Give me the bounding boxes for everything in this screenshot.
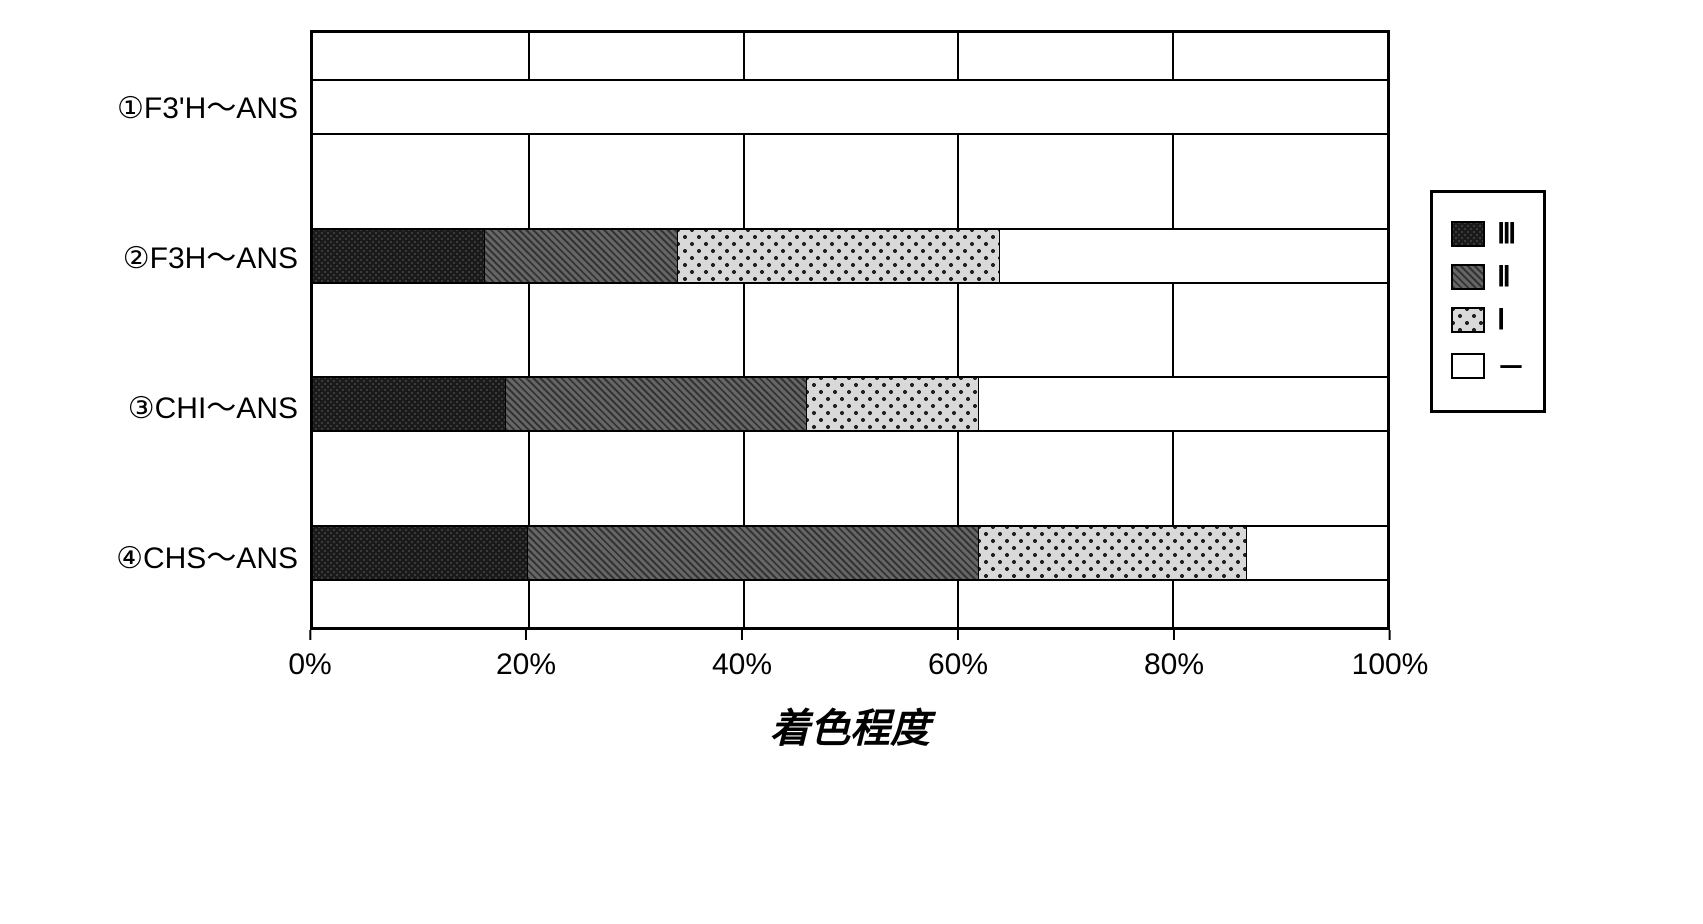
bar-segment-II (528, 527, 979, 579)
bar-segment-I (979, 527, 1248, 579)
x-tick: 40% (712, 630, 772, 682)
x-tick-label: 0% (288, 648, 331, 682)
x-tick-label: 80% (1144, 648, 1204, 682)
x-axis-title: 着色程度 (310, 696, 1390, 754)
bar-segment-dash (979, 378, 1387, 430)
legend: Ⅲ Ⅱ Ⅰ － (1430, 190, 1546, 413)
x-tick-label: 40% (712, 648, 772, 682)
legend-swatch (1451, 221, 1485, 247)
legend-swatch (1451, 264, 1485, 290)
x-tick-mark (957, 630, 959, 640)
x-tick-mark (1173, 630, 1175, 640)
x-tick-mark (1389, 630, 1391, 640)
bar-slot (313, 376, 1387, 432)
legend-label: Ⅲ (1497, 217, 1516, 250)
bar-segment-III (313, 527, 528, 579)
chart-main: ①F3'H～ANS ②F3H～ANS ③CHI～ANS ④CHS～ANS 0% 20% 4… (30, 30, 1390, 754)
chart-container: ①F3'H～ANS ②F3H～ANS ③CHI～ANS ④CHS～ANS 0% 20% 4… (20, 20, 1683, 764)
legend-item: Ⅰ (1451, 303, 1525, 336)
y-axis-label: ④CHS～ANS (116, 533, 298, 577)
legend-swatch (1451, 353, 1485, 379)
legend-item: Ⅲ (1451, 217, 1525, 250)
bar-slot (313, 79, 1387, 135)
bar-slot (313, 228, 1387, 284)
bar-segment-dash (1247, 527, 1387, 579)
x-tick: 80% (1144, 630, 1204, 682)
x-tick-label: 60% (928, 648, 988, 682)
legend-label: － (1497, 346, 1525, 386)
bar-segment-II (506, 378, 807, 430)
x-tick: 60% (928, 630, 988, 682)
x-tick: 0% (288, 630, 331, 682)
bar-segment-I (807, 378, 979, 430)
stacked-bar (313, 376, 1387, 432)
bar-segment-III (313, 230, 485, 282)
plot-area (310, 30, 1390, 630)
legend-item: Ⅱ (1451, 260, 1525, 293)
legend-swatch (1451, 307, 1485, 333)
stacked-bar (313, 525, 1387, 581)
stacked-bar (313, 79, 1387, 135)
y-axis-labels: ①F3'H～ANS ②F3H～ANS ③CHI～ANS ④CHS～ANS (30, 30, 310, 630)
x-tick-mark (741, 630, 743, 640)
bar-slot (313, 525, 1387, 581)
x-tick-mark (525, 630, 527, 640)
legend-label: Ⅰ (1497, 303, 1505, 336)
x-axis: 0%20%40%60%80%100% (310, 630, 1390, 680)
x-tick-label: 20% (496, 648, 556, 682)
legend-label: Ⅱ (1497, 260, 1511, 293)
bar-segment-dash (1000, 230, 1387, 282)
x-tick-mark (309, 630, 311, 640)
stacked-bar (313, 228, 1387, 284)
y-axis-label: ②F3H～ANS (123, 233, 298, 277)
bar-segment-II (485, 230, 678, 282)
legend-item: － (1451, 346, 1525, 386)
x-tick: 20% (496, 630, 556, 682)
plot-row: ①F3'H～ANS ②F3H～ANS ③CHI～ANS ④CHS～ANS (30, 30, 1390, 630)
y-axis-label: ③CHI～ANS (128, 383, 298, 427)
bar-segment-dash (313, 81, 1387, 133)
x-tick: 100% (1352, 630, 1429, 682)
bar-segment-III (313, 378, 506, 430)
x-tick-label: 100% (1352, 648, 1429, 682)
bar-segment-I (678, 230, 1000, 282)
y-axis-label: ①F3'H～ANS (117, 83, 298, 127)
